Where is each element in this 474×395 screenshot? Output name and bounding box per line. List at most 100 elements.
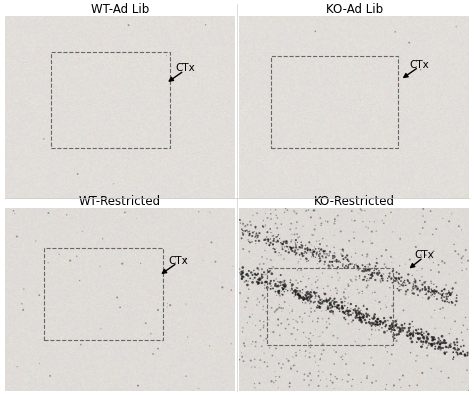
Point xyxy=(246,231,254,237)
Point xyxy=(449,349,457,355)
Point xyxy=(433,340,441,346)
Point xyxy=(264,280,272,287)
Point xyxy=(393,324,401,330)
Point xyxy=(313,252,320,258)
Point xyxy=(289,354,297,360)
Point xyxy=(450,345,457,352)
Point xyxy=(295,258,302,265)
Point xyxy=(412,244,420,250)
Point xyxy=(317,300,324,307)
Point xyxy=(438,295,445,301)
Point xyxy=(443,349,451,355)
Point xyxy=(353,312,360,319)
Point xyxy=(396,328,403,334)
Point xyxy=(395,271,403,277)
Point xyxy=(420,334,428,340)
Point xyxy=(259,224,267,230)
Point xyxy=(380,320,387,326)
Point xyxy=(293,368,301,374)
Point xyxy=(289,331,296,337)
Point xyxy=(300,293,307,300)
Point xyxy=(238,269,246,275)
Point xyxy=(251,271,259,277)
Point xyxy=(355,263,362,270)
Point xyxy=(277,282,284,288)
Point xyxy=(357,317,365,324)
Point xyxy=(312,359,319,365)
Point xyxy=(252,322,259,329)
Point xyxy=(255,299,263,305)
Point xyxy=(352,314,360,321)
Point xyxy=(368,265,376,272)
Point xyxy=(287,276,294,283)
Point xyxy=(283,238,291,245)
Point xyxy=(276,374,283,380)
Point xyxy=(326,264,333,271)
Point xyxy=(350,307,357,313)
Point xyxy=(313,249,321,255)
Point xyxy=(366,316,374,323)
Point xyxy=(376,277,384,283)
Point xyxy=(442,340,450,346)
Point xyxy=(251,364,259,370)
Point xyxy=(292,350,300,356)
Point xyxy=(283,356,291,362)
Point xyxy=(335,303,342,309)
Point xyxy=(395,329,403,336)
Point xyxy=(380,271,387,277)
Point xyxy=(286,380,293,386)
Point xyxy=(293,219,301,226)
Point xyxy=(458,329,465,336)
Point xyxy=(417,66,424,73)
Point xyxy=(329,297,337,304)
Point xyxy=(439,345,447,351)
Point xyxy=(399,282,407,289)
Point xyxy=(324,218,331,225)
Point xyxy=(294,292,302,298)
Point xyxy=(327,305,335,311)
Point xyxy=(423,344,431,351)
Point xyxy=(345,294,352,300)
Point xyxy=(448,211,456,217)
Point xyxy=(255,380,263,386)
Point xyxy=(334,335,341,341)
Point xyxy=(77,341,85,348)
Point xyxy=(370,319,378,325)
Point xyxy=(310,253,318,260)
Point xyxy=(45,210,52,216)
Point xyxy=(323,319,330,325)
Point xyxy=(325,252,333,259)
Point xyxy=(273,225,281,231)
Point xyxy=(431,336,439,342)
Point xyxy=(432,226,440,232)
Point xyxy=(417,344,425,350)
Point xyxy=(311,295,319,301)
Point xyxy=(327,295,334,302)
Point xyxy=(229,263,237,269)
Point xyxy=(284,288,292,294)
Point xyxy=(356,309,363,315)
Point xyxy=(274,283,282,289)
Point xyxy=(331,254,339,260)
Point xyxy=(299,273,307,280)
Point xyxy=(272,307,280,314)
Point xyxy=(435,336,443,342)
Point xyxy=(430,281,438,288)
Point xyxy=(296,289,304,295)
Point xyxy=(329,308,337,315)
Point xyxy=(273,276,280,282)
Point xyxy=(322,295,330,301)
Point xyxy=(339,309,347,315)
Point xyxy=(288,331,295,337)
Point xyxy=(245,238,253,245)
Point xyxy=(262,271,270,278)
Point xyxy=(344,308,352,315)
Point xyxy=(431,325,439,331)
Point xyxy=(401,325,408,331)
Point xyxy=(299,251,306,257)
Point xyxy=(385,273,393,280)
Point xyxy=(339,353,346,359)
Point xyxy=(268,305,275,311)
Title: KO-Restricted: KO-Restricted xyxy=(314,195,395,208)
Point xyxy=(74,171,82,177)
